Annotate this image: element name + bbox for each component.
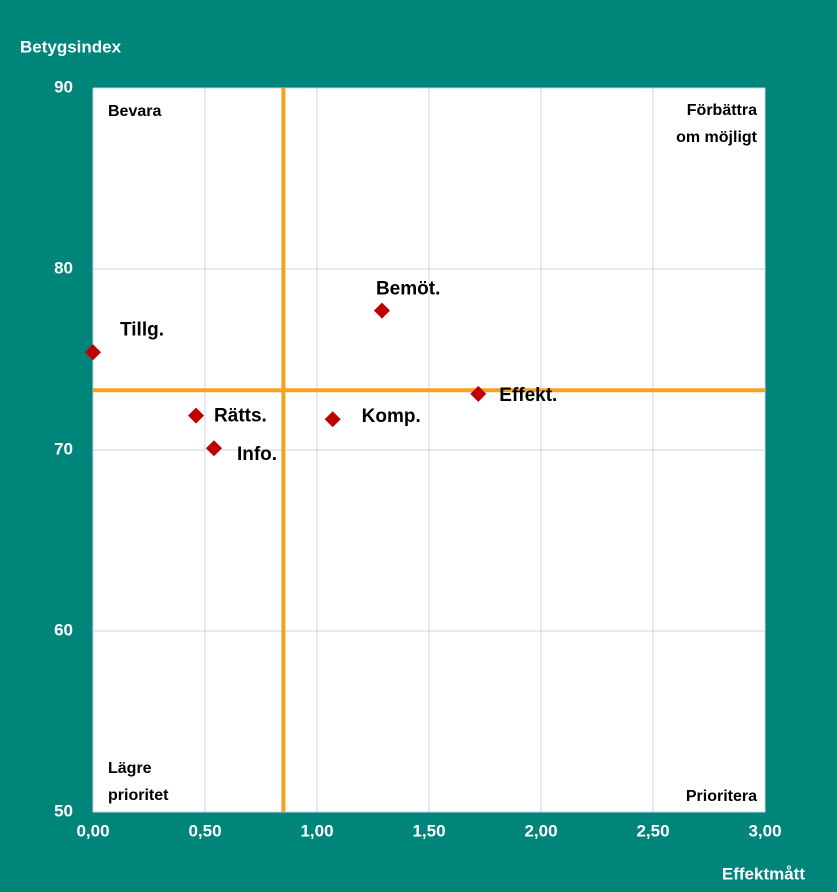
y-tick-label: 90 (54, 77, 73, 96)
y-tick-label: 50 (54, 801, 73, 820)
x-tick-label: 0,00 (76, 821, 109, 840)
quadrant-label: Prioritera (686, 788, 757, 805)
quadrant-label: om möjligt (676, 129, 758, 146)
y-tick-label: 70 (54, 439, 73, 458)
point-label: Effekt. (499, 385, 557, 406)
data-point (470, 385, 487, 402)
x-tick-label: 0,50 (188, 821, 221, 840)
point-label: Bemöt. (376, 279, 440, 300)
quadrant-label: Bevara (108, 103, 161, 120)
data-point (205, 440, 222, 457)
x-tick-label: 2,50 (636, 821, 669, 840)
data-point (373, 302, 390, 319)
point-label: Rätts. (214, 406, 267, 427)
y-axis-label: Betygsindex (20, 37, 122, 56)
x-tick-label: 3,00 (748, 821, 781, 840)
quadrant-label: Förbättra (687, 102, 757, 119)
x-tick-label: 1,00 (300, 821, 333, 840)
data-point (324, 411, 341, 428)
y-tick-label: 80 (54, 258, 73, 277)
point-label: Komp. (362, 406, 421, 427)
x-tick-label: 1,50 (412, 821, 445, 840)
quadrant-label: prioritet (108, 787, 169, 804)
data-point (188, 407, 205, 424)
y-tick-label: 60 (54, 620, 73, 639)
data-point (85, 344, 101, 361)
quadrant-label: Lägre (108, 760, 152, 777)
point-label: Tillg. (120, 319, 164, 340)
x-tick-label: 2,00 (524, 821, 557, 840)
point-label: Info. (237, 444, 277, 465)
x-axis-label: Effektmått (722, 864, 805, 883)
